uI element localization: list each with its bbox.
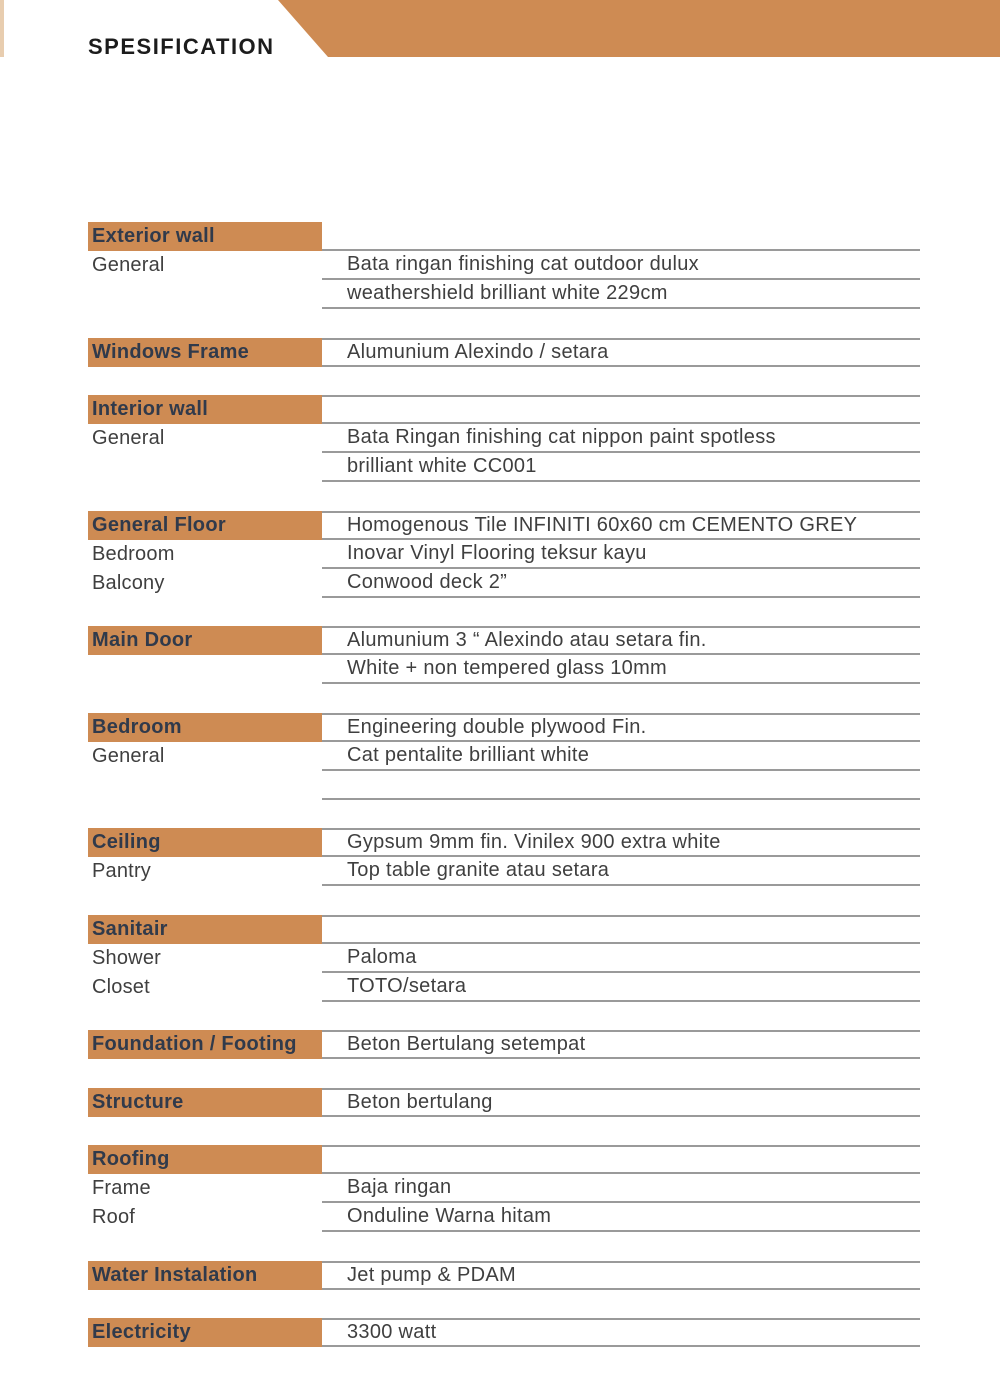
spec-row: Balcony Conwood deck 2” (88, 569, 920, 598)
section-label: Water Instalation (88, 1260, 322, 1290)
section-header-row: Exterior wall (88, 222, 920, 251)
spec-section-water-instalation: Water Instalation Jet pump & PDAM (88, 1260, 920, 1290)
section-label: Main Door (88, 626, 322, 655)
section-header-row: Water Instalation Jet pump & PDAM (88, 1260, 920, 1290)
row-label (88, 280, 322, 309)
left-edge-accent (0, 0, 4, 57)
section-label: Sanitair (88, 914, 322, 944)
section-header-value: Alumunium Alexindo / setara (322, 337, 920, 367)
spec-row: General Bata Ringan finishing cat nippon … (88, 424, 920, 453)
section-label: General Floor (88, 510, 322, 540)
row-label: Balcony (92, 571, 165, 594)
spec-row: Shower Paloma (88, 944, 920, 973)
spec-row: Closet TOTO/setara (88, 973, 920, 1002)
spec-row: brilliant white CC001 (88, 453, 920, 482)
section-header-value: 3300 watt (322, 1318, 920, 1347)
spec-section-ceiling: Ceiling Gypsum 9mm fin. Vinilex 900 extra… (88, 828, 920, 886)
spec-section-sanitair: Sanitair Shower Paloma Closet TOTO/setara (88, 914, 920, 1002)
section-label: Structure (88, 1087, 322, 1117)
section-header-row: Bedroom Engineering double plywood Fin. (88, 712, 920, 742)
section-header-row: Roofing (88, 1145, 920, 1174)
section-header-value: Beton Bertulang setempat (322, 1030, 920, 1059)
spec-row: General Cat pentalite brilliant white (88, 742, 920, 771)
section-header-value (322, 1145, 920, 1174)
row-value: Baja ringan (322, 1174, 920, 1203)
row-value: Conwood deck 2” (322, 569, 920, 598)
section-header-value (322, 395, 920, 424)
row-value: White + non tempered glass 10mm (322, 655, 920, 684)
row-label (88, 655, 322, 684)
section-label: Exterior wall (88, 222, 322, 251)
row-value: Top table granite atau setara (322, 857, 920, 886)
section-header-value: Homogenous Tile INFINITI 60x60 cm CEMENT… (322, 510, 920, 540)
row-label (88, 771, 322, 800)
spec-section-structure: Structure Beton bertulang (88, 1087, 920, 1117)
spec-row: Roof Onduline Warna hitam (88, 1203, 920, 1232)
section-label: Roofing (88, 1145, 322, 1174)
section-header-row: Structure Beton bertulang (88, 1087, 920, 1117)
row-label (88, 453, 322, 482)
spec-section-windows-frame: Windows Frame Alumunium Alexindo / setara (88, 337, 920, 367)
row-label: Pantry (92, 860, 152, 882)
section-header-row: Foundation / Footing Beton Bertulang sete… (88, 1030, 920, 1059)
section-label: Foundation / Footing (88, 1030, 322, 1059)
row-value: weathershield brilliant white 229cm (322, 280, 920, 309)
section-header-row: Main Door Alumunium 3 “ Alexindo atau set… (88, 626, 920, 655)
section-header-row: Windows Frame Alumunium Alexindo / setara (88, 337, 920, 367)
row-value (322, 771, 920, 800)
row-value: Bata Ringan finishing cat nippon paint s… (322, 424, 920, 453)
section-header-row: Electricity 3300 watt (88, 1318, 920, 1347)
section-header-row: Interior wall (88, 395, 920, 424)
section-label: Ceiling (88, 828, 322, 857)
spec-row: White + non tempered glass 10mm (88, 655, 920, 684)
section-header-value: Beton bertulang (322, 1087, 920, 1117)
spec-section-electricity: Electricity 3300 watt (88, 1318, 920, 1347)
section-header-row: Sanitair (88, 914, 920, 944)
section-header-value: Alumunium 3 “ Alexindo atau setara fin. (322, 626, 920, 655)
spec-section-foundation-footing: Foundation / Footing Beton Bertulang sete… (88, 1030, 920, 1059)
section-header-value (322, 914, 920, 944)
spec-section-interior-wall: Interior wall General Bata Ringan finishin… (88, 395, 920, 482)
row-label: General (92, 254, 165, 276)
spec-row: General Bata ringan finishing cat outdoor… (88, 251, 920, 280)
row-label: Frame (92, 1177, 151, 1199)
row-value: Cat pentalite brilliant white (322, 742, 920, 771)
section-header-value: Jet pump & PDAM (322, 1260, 920, 1290)
row-value: Inovar Vinyl Flooring teksur kayu (322, 540, 920, 569)
section-header-value (322, 222, 920, 251)
section-label: Electricity (88, 1318, 322, 1347)
section-header-value: Gypsum 9mm fin. Vinilex 900 extra white (322, 828, 920, 857)
spec-section-exterior-wall: Exterior wall General Bata ringan finishin… (88, 222, 920, 309)
row-label: Closet (92, 975, 150, 998)
row-value: Paloma (322, 944, 920, 973)
row-value: Bata ringan finishing cat outdoor dulux (322, 251, 920, 280)
section-label: Interior wall (88, 395, 322, 424)
row-value: TOTO/setara (322, 973, 920, 1002)
section-header-row: Ceiling Gypsum 9mm fin. Vinilex 900 extra… (88, 828, 920, 857)
row-value: brilliant white CC001 (322, 453, 920, 482)
section-header-row: General Floor Homogenous Tile INFINITI 60… (88, 510, 920, 540)
spec-row: Frame Baja ringan (88, 1174, 920, 1203)
spec-row: Pantry Top table granite atau setara (88, 857, 920, 886)
spec-row (88, 771, 920, 800)
page-title: SPESIFICATION (88, 34, 275, 59)
spec-section-bedroom: Bedroom Engineering double plywood Fin. Ge… (88, 712, 920, 800)
row-label: Roof (92, 1206, 136, 1228)
header-banner-shape (278, 0, 1000, 57)
spec-row: weathershield brilliant white 229cm (88, 280, 920, 309)
spec-section-main-door: Main Door Alumunium 3 “ Alexindo atau set… (88, 626, 920, 684)
row-label: General (92, 427, 165, 449)
section-label: Bedroom (88, 712, 322, 742)
section-header-value: Engineering double plywood Fin. (322, 712, 920, 742)
section-label: Windows Frame (88, 337, 322, 367)
spec-row: Bedroom Inovar Vinyl Flooring teksur kayu (88, 540, 920, 569)
row-label: Bedroom (92, 542, 175, 565)
row-label: Shower (92, 946, 162, 969)
specification-table: Exterior wall General Bata ringan finishin… (88, 222, 920, 1376)
row-label: General (92, 744, 165, 767)
row-value: Onduline Warna hitam (322, 1203, 920, 1232)
spec-section-general-floor: General Floor Homogenous Tile INFINITI 60… (88, 510, 920, 598)
spec-section-roofing: Roofing Frame Baja ringan Roof Onduline Warn… (88, 1145, 920, 1232)
